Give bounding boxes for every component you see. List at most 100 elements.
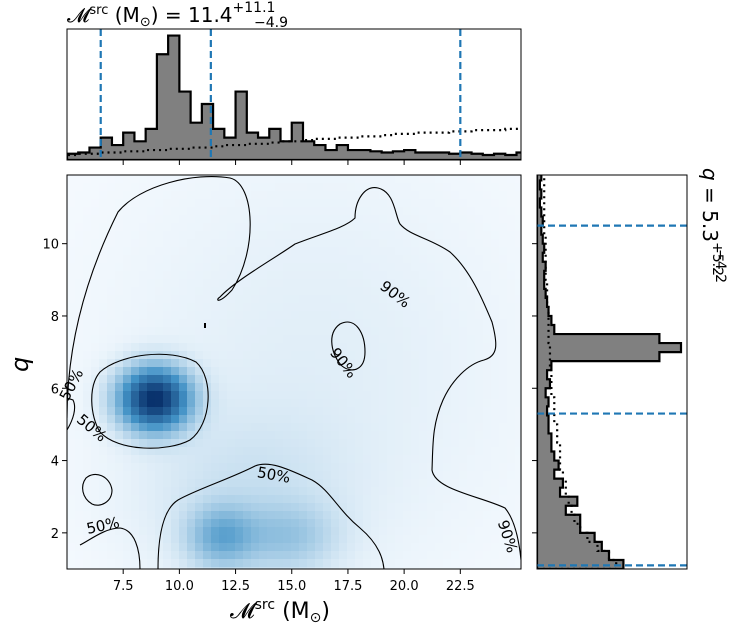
- density-cell-487: [315, 239, 324, 248]
- density-cell-386: [419, 223, 428, 232]
- density-cell-720: [355, 271, 364, 280]
- density-cell-591: [235, 255, 244, 264]
- density-cell-152: [371, 191, 380, 200]
- density-cell-2057: [107, 463, 116, 472]
- density-cell-1184: [419, 335, 428, 344]
- density-cell-1952: [179, 447, 188, 456]
- density-cell-377: [347, 223, 356, 232]
- density-cell-2134: [267, 471, 276, 480]
- density-cell-2444: [467, 511, 476, 520]
- density-cell-2601: [355, 535, 364, 544]
- density-cell-1145: [107, 335, 116, 344]
- density-cell-1561: [243, 391, 252, 400]
- density-cell-1425: [67, 375, 76, 384]
- density-cell-2669: [443, 543, 452, 552]
- density-cell-1727: [203, 415, 212, 424]
- density-cell-239: [155, 207, 164, 216]
- density-cell-2053: [75, 463, 84, 472]
- density-cell-2154: [427, 471, 436, 480]
- density-cell-1484: [83, 383, 92, 392]
- density-cell-1570: [315, 391, 324, 400]
- density-cell-1965: [283, 447, 292, 456]
- density-cell-1746: [355, 415, 364, 424]
- density-cell-2307: [283, 495, 292, 504]
- density-cell-1025: [515, 311, 521, 320]
- density-cell-2297: [203, 495, 212, 504]
- density-cell-1400: [323, 367, 332, 376]
- density-cell-2772: [355, 559, 364, 568]
- density-cell-1645: [459, 399, 468, 408]
- density-cell-2366: [299, 503, 308, 512]
- density-cell-1856: [323, 431, 332, 440]
- density-cell-520: [123, 247, 132, 256]
- density-cell-787: [435, 279, 444, 288]
- density-cell-752: [155, 279, 164, 288]
- density-cell-2033: [371, 455, 380, 464]
- density-cell-1631: [347, 399, 356, 408]
- density-cell-1748: [371, 415, 380, 424]
- density-cell-2810: [203, 567, 212, 569]
- density-cell-2688: [139, 551, 148, 560]
- density-cell-1713: [91, 415, 100, 424]
- density-cell-1540: [75, 391, 84, 400]
- density-cell-1493: [155, 383, 164, 392]
- density-cell-784: [411, 279, 420, 288]
- density-cell-240: [163, 207, 172, 216]
- density-cell-48: [451, 175, 460, 184]
- density-cell-2018: [251, 455, 260, 464]
- density-cell-652: [267, 263, 276, 272]
- density-cell-2553: [427, 527, 436, 536]
- density-cell-316: [315, 215, 324, 224]
- density-cell-1334: [251, 359, 260, 368]
- density-cell-2225: [83, 487, 92, 496]
- density-cell-160: [435, 191, 444, 200]
- density-cell-1032: [115, 319, 124, 328]
- density-cell-1271: [203, 351, 212, 360]
- density-cell-1234: [363, 343, 372, 352]
- density-cell-2771: [347, 559, 356, 568]
- density-cell-552: [379, 247, 388, 256]
- density-cell-109: [483, 183, 492, 192]
- density-cell-1379: [155, 367, 164, 376]
- density-cell-270: [403, 207, 412, 216]
- density-cell-2068: [195, 463, 204, 472]
- density-cell-1447: [243, 375, 252, 384]
- density-cell-1205: [131, 343, 140, 352]
- density-cell-475: [219, 239, 228, 248]
- density-cell-728: [419, 271, 428, 280]
- density-cell-504: [451, 239, 460, 248]
- density-cell-848: [467, 287, 476, 296]
- density-cell-555: [403, 247, 412, 256]
- density-cell-1316: [107, 359, 116, 368]
- density-cell-2570: [107, 535, 116, 544]
- density-cell-2043: [451, 455, 460, 464]
- density-cell-2314: [339, 495, 348, 504]
- density-cell-141: [283, 191, 292, 200]
- density-cell-1610: [179, 399, 188, 408]
- density-cell-2241: [211, 487, 220, 496]
- density-cell-723: [379, 271, 388, 280]
- density-cell-1869: [427, 431, 436, 440]
- density-cell-59: [83, 183, 92, 192]
- density-cell-835: [363, 287, 372, 296]
- density-cell-1738: [291, 415, 300, 424]
- density-cell-439: [387, 231, 396, 240]
- density-cell-2418: [259, 511, 268, 520]
- density-cell-257: [299, 207, 308, 216]
- density-cell-2471: [227, 519, 236, 528]
- density-cell-479: [251, 239, 260, 248]
- density-cell-314: [299, 215, 308, 224]
- x-tick-label-6: 22.5: [446, 579, 475, 594]
- density-cell-2789: [491, 559, 500, 568]
- density-cell-346: [99, 223, 108, 232]
- density-cell-2400: [115, 511, 124, 520]
- density-cell-1135: [483, 327, 492, 336]
- density-cell-1808: [395, 423, 404, 432]
- density-cell-2285: [107, 495, 116, 504]
- density-cell-2598: [331, 535, 340, 544]
- density-cell-903: [451, 295, 460, 304]
- density-cell-1459: [339, 375, 348, 384]
- density-cell-694: [147, 271, 156, 280]
- density-cell-731: [443, 271, 452, 280]
- density-cell-2037: [403, 455, 412, 464]
